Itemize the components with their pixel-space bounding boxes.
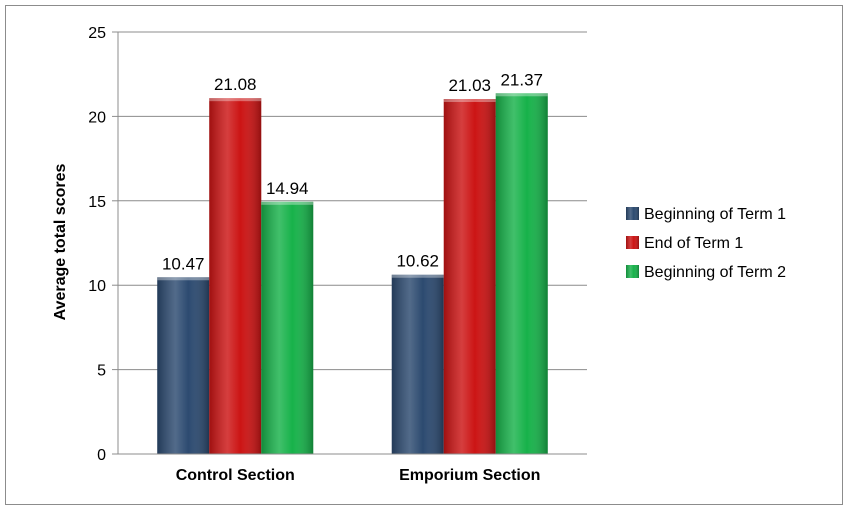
y-tick-labels: 0 5 10 15 20 25 (88, 25, 106, 464)
data-labels: 10.47 21.08 14.94 10.62 21.03 21.37 (162, 70, 543, 273)
bar-shading (209, 98, 262, 454)
y-axis-label: Average total scores (52, 163, 69, 320)
bar-cap (443, 99, 496, 103)
category-labels: Control Section Emporium Section (176, 467, 541, 484)
legend-label: Beginning of Term 2 (644, 264, 786, 281)
bar-shading (391, 274, 444, 454)
bars (157, 93, 548, 454)
y-tick-label: 20 (88, 109, 106, 126)
y-tick-label: 15 (88, 194, 106, 211)
legend-swatch-shading (626, 207, 639, 220)
data-label: 21.37 (500, 70, 543, 89)
legend-swatch-shading (626, 265, 639, 278)
bar-cap (391, 274, 444, 278)
legend-swatch-shading (626, 236, 639, 249)
bar-cap (157, 277, 210, 281)
category-label: Emporium Section (399, 467, 540, 484)
legend: Beginning of Term 1 End of Term 1 Beginnin… (626, 206, 786, 281)
bar-shading (495, 93, 548, 454)
bar-cap (209, 98, 262, 102)
data-label: 10.47 (162, 254, 205, 273)
data-label: 14.94 (266, 179, 309, 198)
bar-shading (157, 277, 210, 454)
category-label: Control Section (176, 467, 295, 484)
data-label: 10.62 (396, 252, 439, 271)
data-label: 21.08 (214, 75, 257, 94)
y-tick-label: 10 (88, 278, 106, 295)
y-tick-label: 0 (97, 447, 106, 464)
bar-shading (261, 201, 314, 454)
y-tick-label: 5 (97, 363, 106, 380)
y-tick-label: 25 (88, 25, 106, 42)
bar-cap (261, 201, 314, 205)
bar-shading (443, 99, 496, 454)
bar-cap (495, 93, 548, 97)
legend-label: Beginning of Term 1 (644, 206, 786, 223)
data-label: 21.03 (448, 76, 491, 95)
legend-label: End of Term 1 (644, 235, 743, 252)
